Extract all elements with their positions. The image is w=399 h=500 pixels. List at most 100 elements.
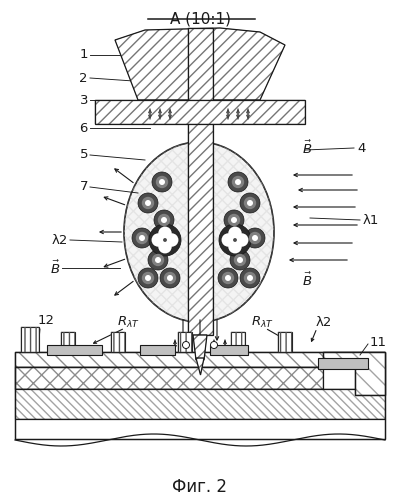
Circle shape bbox=[249, 232, 261, 244]
Bar bbox=[15, 352, 385, 439]
Circle shape bbox=[142, 197, 154, 209]
Polygon shape bbox=[196, 358, 204, 375]
Circle shape bbox=[218, 268, 238, 288]
Text: 7: 7 bbox=[79, 180, 88, 194]
Text: 3: 3 bbox=[79, 94, 88, 106]
Circle shape bbox=[158, 226, 172, 240]
Circle shape bbox=[145, 200, 151, 206]
Polygon shape bbox=[323, 352, 385, 395]
Circle shape bbox=[145, 275, 151, 281]
Text: А (10:1): А (10:1) bbox=[170, 12, 231, 27]
Bar bbox=[61, 332, 75, 352]
Bar bbox=[21, 327, 39, 352]
Bar bbox=[210, 345, 248, 355]
Text: 11: 11 bbox=[370, 336, 387, 348]
Bar bbox=[47, 345, 102, 355]
Circle shape bbox=[156, 176, 168, 188]
Bar bbox=[278, 332, 292, 352]
Polygon shape bbox=[193, 335, 207, 360]
Text: $R_{\lambda T}$: $R_{\lambda T}$ bbox=[117, 314, 140, 330]
Bar bbox=[15, 389, 385, 419]
Bar bbox=[140, 345, 175, 355]
Circle shape bbox=[221, 234, 235, 246]
Circle shape bbox=[154, 210, 174, 230]
Circle shape bbox=[167, 275, 173, 281]
Text: $\vec{B}$: $\vec{B}$ bbox=[302, 140, 312, 156]
Bar bbox=[188, 28, 213, 335]
Circle shape bbox=[159, 179, 165, 185]
Circle shape bbox=[230, 250, 250, 270]
Circle shape bbox=[247, 275, 253, 281]
Circle shape bbox=[237, 257, 243, 263]
Circle shape bbox=[211, 342, 217, 348]
Bar bbox=[278, 332, 292, 352]
Text: 6: 6 bbox=[80, 122, 88, 134]
Circle shape bbox=[158, 214, 170, 226]
Bar bbox=[178, 332, 192, 352]
Bar bbox=[15, 352, 385, 367]
Circle shape bbox=[240, 268, 260, 288]
Text: $\vec{B}$: $\vec{B}$ bbox=[302, 272, 312, 288]
Circle shape bbox=[228, 172, 248, 192]
Circle shape bbox=[138, 268, 158, 288]
Circle shape bbox=[219, 224, 251, 256]
Circle shape bbox=[149, 224, 181, 256]
Bar bbox=[15, 367, 323, 389]
Circle shape bbox=[247, 200, 253, 206]
Bar bbox=[95, 100, 305, 124]
Circle shape bbox=[228, 240, 242, 254]
Bar bbox=[15, 419, 385, 439]
Bar bbox=[15, 367, 385, 389]
Text: 1: 1 bbox=[79, 48, 88, 62]
Circle shape bbox=[142, 272, 154, 284]
Ellipse shape bbox=[124, 142, 274, 322]
Circle shape bbox=[152, 234, 165, 246]
Bar bbox=[318, 358, 368, 369]
Circle shape bbox=[228, 226, 242, 240]
Circle shape bbox=[225, 275, 231, 281]
Circle shape bbox=[228, 214, 240, 226]
Circle shape bbox=[161, 217, 167, 223]
Circle shape bbox=[160, 268, 180, 288]
Bar bbox=[231, 332, 245, 352]
Circle shape bbox=[165, 234, 178, 246]
Circle shape bbox=[244, 197, 256, 209]
Circle shape bbox=[152, 254, 164, 266]
Bar bbox=[15, 367, 323, 389]
Bar bbox=[111, 332, 125, 352]
Circle shape bbox=[232, 176, 244, 188]
Text: λ2: λ2 bbox=[51, 234, 68, 246]
Text: 4: 4 bbox=[357, 142, 365, 154]
Bar bbox=[95, 100, 305, 124]
Circle shape bbox=[222, 272, 234, 284]
Circle shape bbox=[139, 235, 145, 241]
Circle shape bbox=[132, 228, 152, 248]
Text: λ1: λ1 bbox=[363, 214, 379, 226]
Text: Фиг. 2: Фиг. 2 bbox=[172, 478, 227, 496]
Circle shape bbox=[164, 272, 176, 284]
Bar bbox=[15, 352, 385, 367]
Circle shape bbox=[233, 238, 237, 242]
Circle shape bbox=[148, 250, 168, 270]
Circle shape bbox=[235, 179, 241, 185]
Circle shape bbox=[182, 342, 190, 348]
Circle shape bbox=[231, 217, 237, 223]
Bar bbox=[188, 28, 213, 335]
Bar bbox=[61, 332, 75, 352]
Bar bbox=[21, 327, 39, 352]
Circle shape bbox=[163, 238, 167, 242]
Circle shape bbox=[244, 272, 256, 284]
Text: λ2: λ2 bbox=[316, 316, 332, 328]
Text: 12: 12 bbox=[38, 314, 55, 326]
Circle shape bbox=[235, 234, 249, 246]
Text: $\vec{B}$: $\vec{B}$ bbox=[50, 260, 60, 276]
Circle shape bbox=[245, 228, 265, 248]
Circle shape bbox=[138, 193, 158, 213]
Bar bbox=[15, 389, 385, 419]
Polygon shape bbox=[115, 28, 285, 100]
Bar bbox=[111, 332, 125, 352]
Bar bbox=[178, 332, 192, 352]
Circle shape bbox=[155, 257, 161, 263]
Circle shape bbox=[240, 193, 260, 213]
Circle shape bbox=[252, 235, 258, 241]
